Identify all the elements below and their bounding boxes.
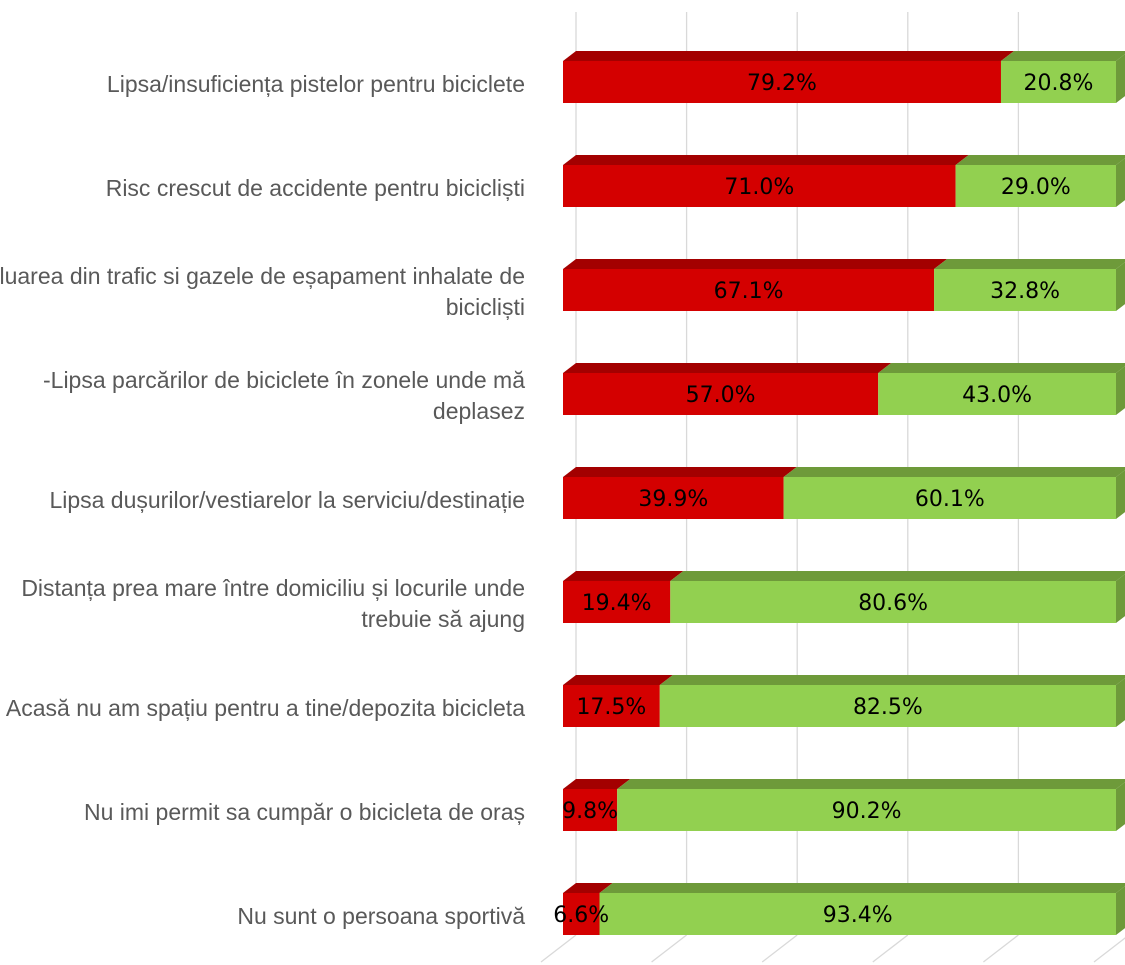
value-label-series0: 79.2%	[747, 71, 817, 96]
bar-series0	[563, 269, 935, 311]
category-label: Poluarea din trafic si gazele de eșapame…	[0, 263, 525, 320]
bar-series0	[563, 165, 956, 207]
value-label-series0: 57.0%	[686, 383, 756, 408]
bar-top-series1	[955, 155, 1125, 165]
bar-series0	[563, 581, 671, 623]
bar-side-series1	[1116, 158, 1125, 207]
category-label: Risc crescut de accidente pentru bicicli…	[105, 174, 525, 201]
bar-side-series1	[1116, 574, 1125, 623]
value-label-series1: 93.4%	[823, 903, 893, 928]
bar-top-series1	[670, 571, 1125, 581]
bar-side-series1	[1116, 678, 1125, 727]
bar-series0	[563, 893, 600, 935]
bar-top-series0	[563, 363, 892, 373]
bar-top-series1	[617, 779, 1125, 789]
bar-series0	[563, 477, 784, 519]
bar-top-series1	[934, 259, 1125, 269]
value-label-series1: 60.1%	[915, 487, 985, 512]
bar-series1	[659, 685, 1116, 727]
category-label: Nu sunt o persoana sportivă	[237, 902, 525, 929]
category-label: Lipsa/insuficiența pistelor pentru bicic…	[106, 70, 525, 97]
bar-series0	[563, 373, 879, 415]
bar-top-series0	[563, 155, 969, 165]
value-label-series1: 29.0%	[1001, 175, 1071, 200]
bar-series1	[934, 269, 1116, 311]
bar-series0	[563, 61, 1001, 103]
value-label-series1: 90.2%	[832, 799, 902, 824]
bar-series0	[563, 685, 660, 727]
value-label-series0: 19.4%	[582, 591, 652, 616]
bar-side-series1	[1116, 886, 1125, 935]
bar-series1	[1000, 61, 1116, 103]
bar-series1	[878, 373, 1116, 415]
bar-side-series1	[1116, 262, 1125, 311]
value-label-series1: 82.5%	[853, 695, 923, 720]
value-label-series1: 43.0%	[962, 383, 1032, 408]
bar-top-series0	[563, 883, 613, 893]
value-label-series1: 80.6%	[858, 591, 928, 616]
bar-side-series1	[1116, 782, 1125, 831]
bar-top-series0	[563, 259, 948, 269]
bar-top-series0	[563, 779, 631, 789]
bar-series1	[670, 581, 1116, 623]
gridline-foot	[983, 934, 1019, 963]
bar-top-series0	[563, 467, 797, 477]
bar-top-series0	[563, 571, 684, 581]
category-label: Distanța prea mare între domiciliu și lo…	[21, 575, 525, 632]
bar-series1	[599, 893, 1116, 935]
gridline-foot	[651, 934, 687, 963]
bar-top-series1	[783, 467, 1125, 477]
bar-series1	[617, 789, 1116, 831]
value-label-series0: 9.8%	[562, 799, 618, 824]
value-label-series0: 17.5%	[576, 695, 646, 720]
category-label: Acasă nu am spațiu pentru a tine/depozit…	[5, 694, 525, 721]
bar-top-series1	[878, 363, 1125, 373]
bar-top-series0	[563, 51, 1014, 61]
value-label-series0: 39.9%	[638, 487, 708, 512]
gridline-foot	[1093, 937, 1125, 963]
bar-top-series1	[659, 675, 1125, 685]
category-label: Lipsa dușurilor/vestiarelor la serviciu/…	[49, 486, 525, 513]
bar-series1	[955, 165, 1116, 207]
gridline-foot	[872, 934, 909, 963]
gridline-foot	[540, 934, 577, 963]
value-label-series1: 32.8%	[990, 279, 1060, 304]
gridline-foot	[761, 934, 798, 963]
value-label-series1: 20.8%	[1024, 71, 1094, 96]
value-label-series0: 67.1%	[714, 279, 784, 304]
category-label: Nu imi permit sa cumpăr o bicicleta de o…	[84, 798, 525, 825]
bar-top-series1	[599, 883, 1125, 893]
value-label-series0: 71.0%	[724, 175, 794, 200]
value-label-series0: 6.6%	[553, 903, 609, 928]
bar-side-series1	[1116, 470, 1125, 519]
bar-top-series0	[563, 675, 673, 685]
bars	[563, 51, 1125, 935]
bar-side-series1	[1116, 54, 1125, 103]
bar-top-series1	[1000, 51, 1125, 61]
bar-side-series1	[1116, 366, 1125, 415]
category-label: -Lipsa parcărilor de biciclete în zonele…	[43, 367, 525, 424]
value-labels: 79.2% 20.8% 71.0% 29.0% 67.1% 32.8% 57.0% 43.0%…	[553, 71, 1093, 928]
bar-series1	[783, 477, 1116, 519]
bar-series0	[563, 789, 618, 831]
